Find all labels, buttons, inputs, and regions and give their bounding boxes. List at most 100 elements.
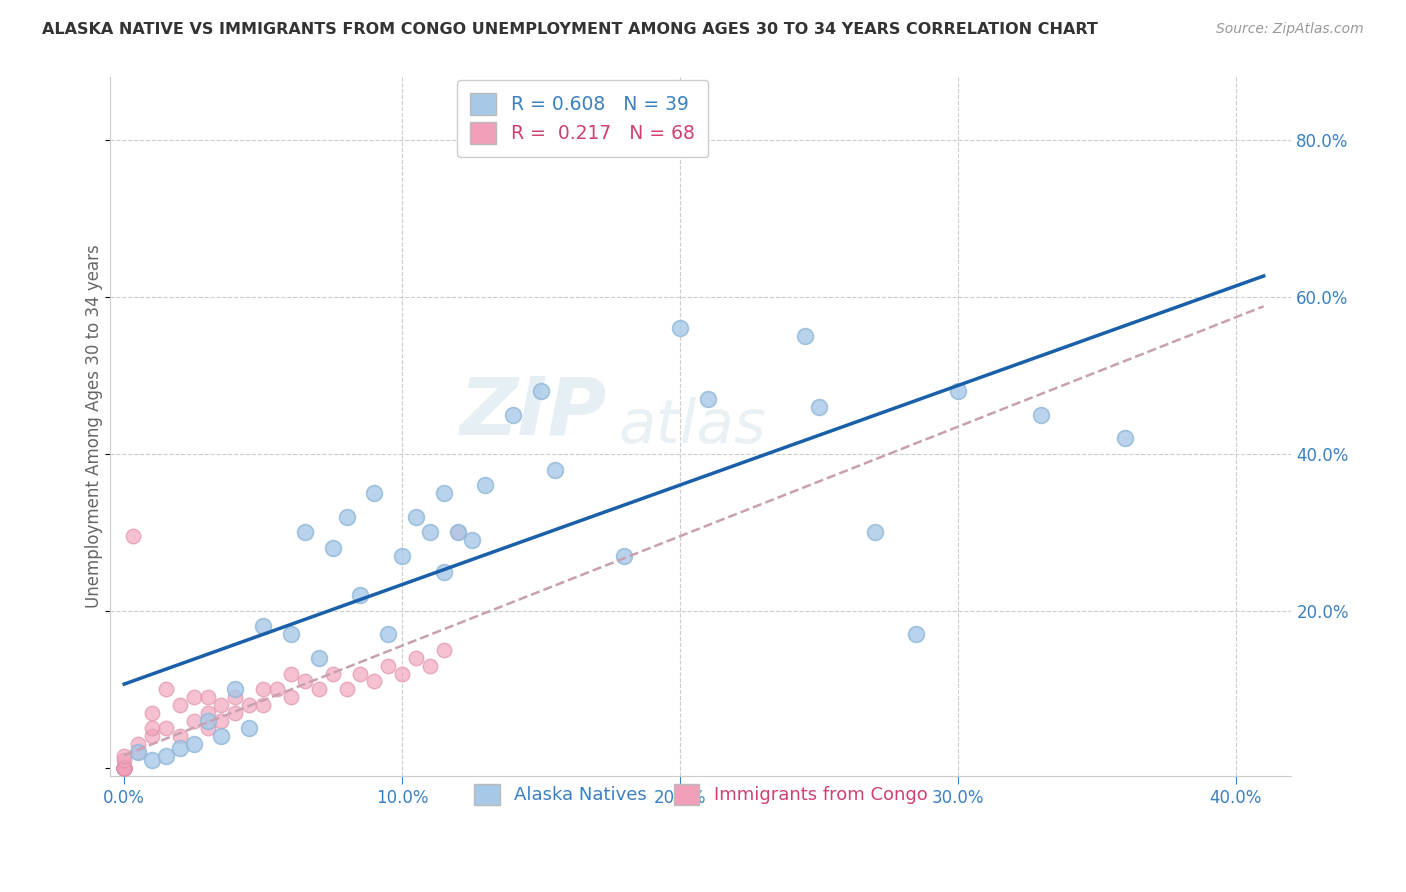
Point bbox=[169, 729, 191, 743]
Point bbox=[863, 525, 886, 540]
Point bbox=[252, 619, 274, 633]
Point bbox=[433, 643, 456, 657]
Point bbox=[112, 761, 135, 775]
Point bbox=[280, 690, 302, 704]
Point bbox=[112, 761, 135, 775]
Point bbox=[112, 761, 135, 775]
Point bbox=[280, 627, 302, 641]
Point bbox=[322, 666, 344, 681]
Point bbox=[112, 761, 135, 775]
Point bbox=[294, 525, 316, 540]
Point bbox=[335, 509, 357, 524]
Point bbox=[112, 761, 135, 775]
Point bbox=[224, 690, 246, 704]
Point bbox=[112, 761, 135, 775]
Point bbox=[197, 706, 219, 720]
Point bbox=[905, 627, 928, 641]
Point bbox=[112, 761, 135, 775]
Point bbox=[183, 690, 205, 704]
Point bbox=[474, 478, 496, 492]
Point bbox=[335, 682, 357, 697]
Point bbox=[224, 706, 246, 720]
Point bbox=[377, 627, 399, 641]
Point bbox=[127, 745, 149, 759]
Point bbox=[502, 408, 524, 422]
Point bbox=[155, 682, 177, 697]
Point bbox=[112, 761, 135, 775]
Text: Source: ZipAtlas.com: Source: ZipAtlas.com bbox=[1216, 22, 1364, 37]
Point bbox=[197, 722, 219, 736]
Point bbox=[209, 698, 232, 712]
Point bbox=[391, 549, 413, 563]
Point bbox=[447, 525, 470, 540]
Point bbox=[1114, 431, 1136, 445]
Point bbox=[280, 666, 302, 681]
Point bbox=[112, 761, 135, 775]
Point bbox=[141, 729, 163, 743]
Point bbox=[112, 761, 135, 775]
Point bbox=[121, 529, 143, 543]
Point bbox=[112, 761, 135, 775]
Point bbox=[197, 714, 219, 728]
Point bbox=[613, 549, 636, 563]
Point bbox=[112, 761, 135, 775]
Point bbox=[169, 698, 191, 712]
Point bbox=[460, 533, 482, 548]
Point bbox=[308, 682, 330, 697]
Point bbox=[112, 761, 135, 775]
Point bbox=[252, 682, 274, 697]
Point bbox=[209, 729, 232, 743]
Point bbox=[112, 761, 135, 775]
Point bbox=[405, 651, 427, 665]
Point bbox=[112, 761, 135, 775]
Point bbox=[112, 761, 135, 775]
Point bbox=[433, 486, 456, 500]
Point bbox=[349, 666, 371, 681]
Text: atlas: atlas bbox=[619, 397, 766, 456]
Point bbox=[794, 329, 817, 343]
Point bbox=[1031, 408, 1053, 422]
Point bbox=[419, 525, 441, 540]
Point bbox=[112, 761, 135, 775]
Point bbox=[363, 674, 385, 689]
Point bbox=[112, 761, 135, 775]
Point bbox=[112, 761, 135, 775]
Point bbox=[169, 741, 191, 756]
Point bbox=[308, 651, 330, 665]
Point bbox=[447, 525, 470, 540]
Point bbox=[141, 753, 163, 767]
Point bbox=[238, 698, 260, 712]
Point bbox=[807, 400, 830, 414]
Point bbox=[266, 682, 288, 697]
Point bbox=[112, 761, 135, 775]
Point bbox=[669, 321, 692, 335]
Point bbox=[112, 761, 135, 775]
Point bbox=[433, 565, 456, 579]
Point bbox=[112, 753, 135, 767]
Point bbox=[544, 462, 567, 476]
Point bbox=[183, 737, 205, 751]
Point bbox=[112, 761, 135, 775]
Point bbox=[141, 706, 163, 720]
Point bbox=[696, 392, 718, 406]
Point bbox=[377, 658, 399, 673]
Point bbox=[155, 722, 177, 736]
Point bbox=[112, 761, 135, 775]
Text: ZIP: ZIP bbox=[458, 374, 606, 451]
Y-axis label: Unemployment Among Ages 30 to 34 years: Unemployment Among Ages 30 to 34 years bbox=[86, 244, 103, 608]
Point bbox=[322, 541, 344, 555]
Point bbox=[238, 722, 260, 736]
Point bbox=[530, 384, 553, 399]
Point bbox=[224, 682, 246, 697]
Point bbox=[112, 761, 135, 775]
Point bbox=[112, 761, 135, 775]
Point bbox=[127, 737, 149, 751]
Point bbox=[141, 722, 163, 736]
Point bbox=[294, 674, 316, 689]
Text: ALASKA NATIVE VS IMMIGRANTS FROM CONGO UNEMPLOYMENT AMONG AGES 30 TO 34 YEARS CO: ALASKA NATIVE VS IMMIGRANTS FROM CONGO U… bbox=[42, 22, 1098, 37]
Point bbox=[946, 384, 969, 399]
Point bbox=[405, 509, 427, 524]
Point bbox=[112, 761, 135, 775]
Point bbox=[155, 748, 177, 763]
Point bbox=[391, 666, 413, 681]
